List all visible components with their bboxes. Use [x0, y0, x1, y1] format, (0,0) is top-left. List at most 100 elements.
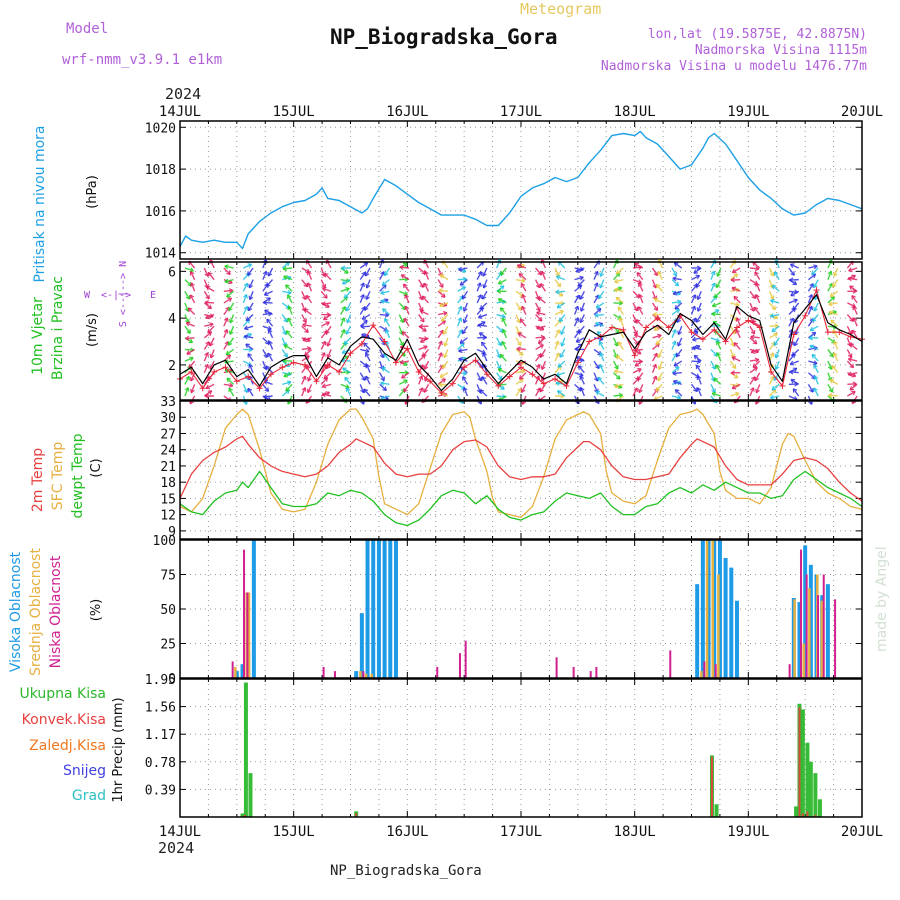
wind-barb-head [789, 317, 794, 321]
wind-barb-head [521, 278, 526, 282]
wind-barb [477, 324, 487, 327]
wind-barb-head [190, 267, 194, 272]
wind-barb-head [755, 282, 757, 287]
wind-barb [554, 352, 560, 362]
wind-barb-head [789, 371, 794, 375]
wind-barb [203, 302, 212, 310]
wind-barb-head [224, 265, 229, 270]
wind-barb [615, 355, 624, 362]
wind-barb-head [674, 366, 680, 369]
wind-barb [400, 274, 410, 281]
cloud-bar-low [555, 657, 558, 678]
model-label: Model [66, 21, 108, 37]
wind-barb [539, 283, 546, 292]
wind-title-1: 10m Vjetar [30, 297, 46, 375]
wind-barb-head [341, 267, 346, 271]
wind-barb [325, 325, 332, 334]
wind-barb-head [677, 343, 682, 347]
wind-barb-head [788, 328, 793, 333]
cloud-bar-low [362, 671, 365, 678]
wind-barb-head [497, 368, 501, 373]
wind-barb [692, 346, 702, 351]
wind-barb [697, 375, 702, 385]
precip-bar-total [243, 682, 248, 817]
wind-barb [190, 384, 196, 393]
wind-barb-head [421, 296, 424, 301]
y-tick-label: 33 [160, 395, 176, 410]
cloud-bar-low [799, 549, 802, 678]
wind-barb-head [305, 401, 311, 404]
date-label-top: 20JUL [841, 104, 883, 120]
wind-barb-head [813, 375, 816, 381]
cloud-high-label: Visoka Oblacnost [8, 551, 24, 672]
wind-barb [327, 349, 332, 359]
cloud-bar-high [365, 540, 370, 678]
wind-barb [755, 384, 761, 393]
wind-barb [326, 337, 332, 347]
wind-barb-head [285, 284, 288, 289]
wind-barb-head [828, 311, 833, 316]
wind-barb [832, 329, 839, 339]
y-tick-label: 21 [160, 460, 176, 475]
wind-barb [281, 349, 288, 358]
wind-barb-head [323, 273, 327, 278]
wind-barb-head [283, 344, 287, 349]
wind-barb-head [521, 389, 526, 393]
wind-barb [634, 334, 644, 339]
wind-barb [184, 279, 192, 287]
footer-station: NP_Biogradska_Gora [330, 863, 482, 879]
wind-barb-head [458, 269, 463, 272]
wind-barb [380, 299, 390, 304]
wind-barb [188, 360, 196, 369]
wind-barb-head [538, 342, 543, 345]
wind-barb [340, 383, 350, 389]
wind-barb [638, 282, 644, 292]
wind-barb [768, 302, 776, 311]
wind-barb [418, 364, 424, 374]
wind-barb [671, 308, 680, 316]
wind-barb-head [479, 389, 482, 395]
wind-barb [754, 271, 761, 280]
wind-barb-head [756, 389, 760, 394]
wind-barb [632, 368, 642, 374]
wind-barb-head [735, 301, 740, 306]
wind-barb-head [228, 343, 233, 346]
wind-barb-head [521, 351, 524, 356]
wind-barb [223, 383, 233, 387]
wind-barb-head [457, 317, 462, 321]
cloud-low-label: Niska Oblacnost [48, 555, 64, 668]
wind-barb [560, 337, 566, 347]
wind-barb [401, 331, 410, 339]
wind-barb [301, 387, 306, 397]
wind-barb [755, 294, 761, 304]
wind-barb [304, 348, 312, 356]
wind-barb-head [223, 317, 228, 321]
cloud-bar-low [669, 650, 672, 678]
wind-barb-head [363, 319, 368, 322]
year-bottom: 2024 [158, 839, 194, 857]
wind-barb [713, 377, 722, 385]
wind-barb [849, 343, 858, 350]
wind-barb-head [345, 269, 349, 274]
wind-barb [537, 296, 546, 304]
wind-barb-head [672, 277, 677, 282]
wind-barb-head [813, 308, 818, 312]
wind-barb-head [638, 294, 641, 299]
wind-barb [481, 290, 488, 300]
wind-barb-head [555, 329, 560, 333]
wind-barb [515, 337, 522, 346]
wind-barb-head [833, 341, 835, 346]
wind-barb [320, 352, 326, 362]
wind-barb-head [462, 331, 467, 335]
wind-barb-head [811, 272, 816, 275]
wind-barb [457, 286, 466, 292]
wind-barb [187, 307, 196, 316]
wind-panel: 2 4 6 10m Vjetar Brzina i Pravac (m/s) S <… [30, 259, 865, 405]
wind-barb-head [580, 372, 584, 377]
wind-barb [224, 278, 234, 283]
wind-barb [535, 267, 542, 276]
wind-barb [476, 372, 482, 382]
wind-barb [793, 337, 800, 347]
wind-barb [534, 302, 541, 312]
